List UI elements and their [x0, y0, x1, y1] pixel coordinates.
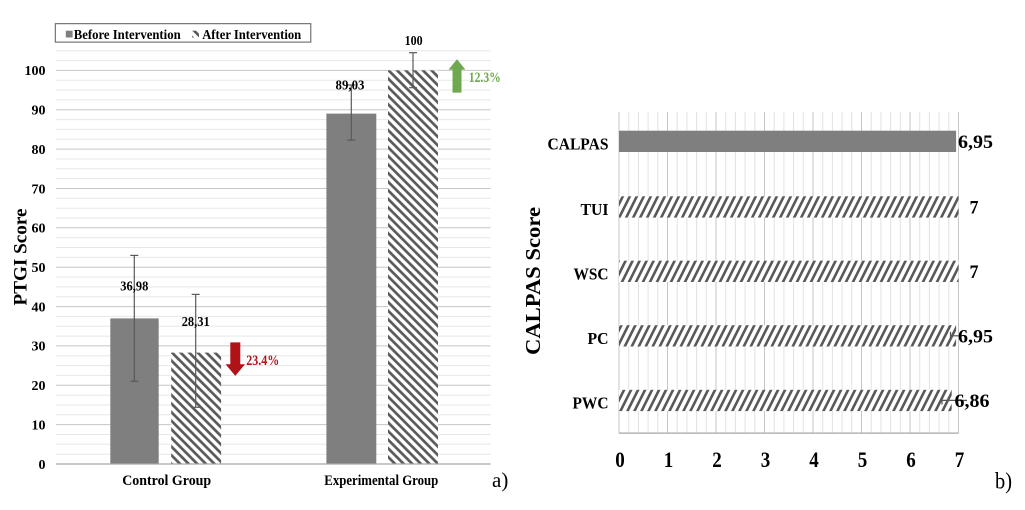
svg-text:2: 2: [712, 447, 722, 472]
svg-text:30: 30: [32, 340, 46, 355]
svg-text:PTGI Score: PTGI Score: [10, 209, 31, 306]
svg-text:100: 100: [25, 64, 46, 79]
svg-text:40: 40: [32, 300, 46, 315]
svg-text:60: 60: [32, 222, 46, 237]
svg-text:6: 6: [906, 447, 916, 472]
svg-text:4: 4: [809, 447, 819, 472]
svg-text:WSC: WSC: [574, 265, 609, 284]
svg-text:6,86: 6,86: [955, 391, 990, 412]
svg-text:70: 70: [32, 182, 46, 197]
svg-text:TUI: TUI: [581, 200, 609, 219]
svg-text:50: 50: [32, 261, 46, 276]
svg-text:Control Group: Control Group: [122, 473, 211, 489]
svg-text:0: 0: [39, 458, 46, 473]
svg-text:20: 20: [32, 379, 46, 394]
svg-text:7: 7: [970, 262, 979, 283]
svg-text:Before Intervention: Before Intervention: [74, 28, 181, 43]
svg-text:23.4%: 23.4%: [246, 353, 279, 369]
svg-text:100: 100: [405, 34, 423, 49]
svg-text:80: 80: [32, 143, 46, 158]
svg-text:After Intervention: After Intervention: [202, 28, 301, 43]
svg-text:CALPAS: CALPAS: [548, 135, 609, 154]
svg-text:0: 0: [615, 447, 625, 472]
svg-text:1: 1: [664, 447, 674, 472]
svg-text:12.3%: 12.3%: [469, 70, 501, 86]
svg-text:90: 90: [32, 104, 46, 119]
svg-text:28,31: 28,31: [182, 315, 210, 330]
svg-text:6,95: 6,95: [958, 326, 993, 347]
svg-text:7: 7: [970, 198, 979, 219]
svg-text:6,95: 6,95: [958, 132, 993, 153]
svg-text:b): b): [995, 469, 1012, 494]
svg-text:10: 10: [32, 418, 46, 433]
svg-text:Experimental Group: Experimental Group: [324, 473, 438, 489]
svg-text:36,98: 36,98: [120, 279, 148, 294]
svg-text:5: 5: [858, 447, 868, 472]
svg-text:89,03: 89,03: [336, 79, 365, 94]
svg-text:PWC: PWC: [573, 394, 609, 413]
svg-text:3: 3: [761, 447, 771, 472]
svg-text:a): a): [492, 468, 508, 492]
svg-text:CALPAS Score: CALPAS Score: [521, 207, 545, 355]
svg-text:PC: PC: [588, 329, 609, 348]
svg-text:7: 7: [955, 447, 965, 472]
